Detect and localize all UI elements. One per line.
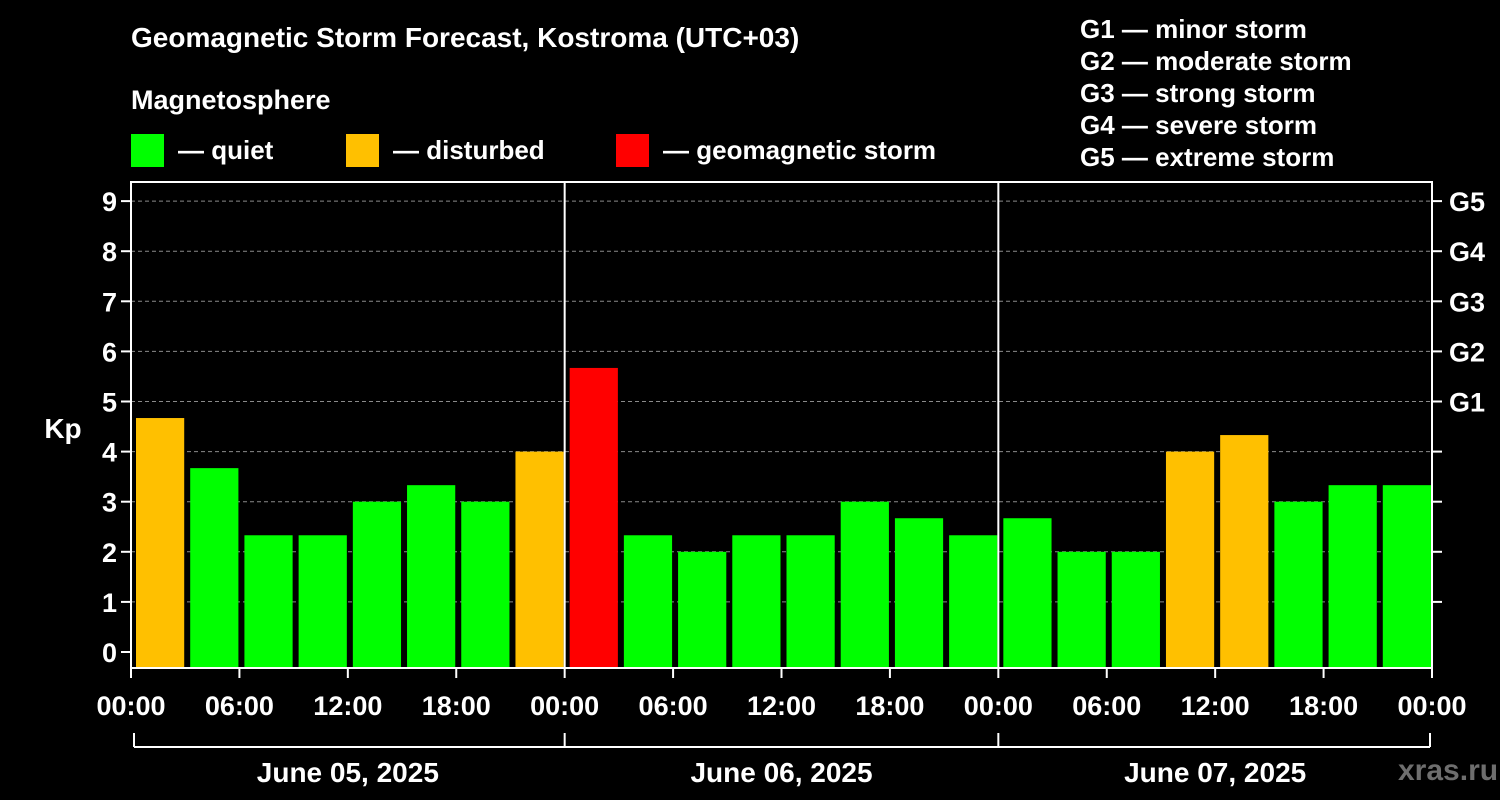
y-tick-label-9: 9 — [102, 187, 117, 217]
g-tick-label-1: G2 — [1449, 337, 1485, 367]
bar-6 — [461, 501, 510, 668]
legend-item-quiet: — quiet — [131, 133, 273, 167]
legend-item-storm: — geomagnetic storm — [616, 133, 936, 167]
x-tick-label-9: 06:00 — [1072, 691, 1141, 721]
g-legend-g2: G2 — moderate storm — [1080, 46, 1352, 76]
legend-item-disturbed: — disturbed — [346, 133, 545, 167]
bar-4 — [352, 501, 402, 668]
y-tick-label-1: 1 — [102, 588, 117, 618]
legend-swatch-disturbed — [346, 133, 379, 167]
y-axis-label: Kp — [44, 413, 81, 444]
x-tick-label-5: 06:00 — [639, 691, 708, 721]
y-tick-label-2: 2 — [102, 538, 117, 568]
site-watermark: xras.ru — [1398, 754, 1499, 787]
y-tick-label-7: 7 — [102, 287, 117, 317]
g-tick-label-0: G1 — [1449, 388, 1485, 418]
x-tick-label-11: 18:00 — [1289, 691, 1358, 721]
g-tick-label-4: G5 — [1449, 187, 1485, 217]
bar-11 — [732, 535, 781, 668]
bar-12 — [786, 535, 835, 668]
legend-swatch-storm — [616, 133, 649, 167]
x-tick-label-2: 12:00 — [313, 691, 382, 721]
g-legend-g1: G1 — minor storm — [1080, 14, 1307, 44]
x-tick-label-10: 12:00 — [1181, 691, 1250, 721]
legend-heading: Magnetosphere — [131, 85, 331, 115]
x-tick-label-3: 18:00 — [422, 691, 491, 721]
legend-swatch-quiet — [131, 133, 164, 167]
bar-15 — [949, 535, 998, 668]
bar-23 — [1382, 485, 1431, 668]
bar-22 — [1328, 485, 1377, 668]
bar-14 — [894, 518, 944, 668]
g-scale-legend: G1 — minor storm G2 — moderate storm G3 … — [1080, 13, 1352, 173]
day-label-2: June 07, 2025 — [1124, 757, 1306, 788]
legend-label-quiet: — quiet — [178, 134, 274, 165]
day-label-0: June 05, 2025 — [257, 757, 439, 788]
bar-3 — [298, 535, 347, 668]
y-tick-label-8: 8 — [102, 237, 117, 267]
x-tick-label-4: 00:00 — [530, 691, 599, 721]
x-tick-label-6: 12:00 — [747, 691, 816, 721]
bar-13 — [840, 501, 889, 668]
bar-1 — [190, 468, 239, 668]
bar-17 — [1057, 551, 1106, 668]
y-tick-label-4: 4 — [102, 438, 117, 468]
g-legend-g3: G3 — strong storm — [1080, 78, 1316, 108]
legend-label-disturbed: — disturbed — [393, 134, 545, 165]
x-tick-label-12: 00:00 — [1397, 691, 1466, 721]
bar-10 — [678, 551, 727, 668]
day-label-1: June 06, 2025 — [690, 757, 872, 788]
legend-label-storm: — geomagnetic storm — [663, 134, 937, 165]
bar-16 — [1003, 518, 1052, 668]
bar-2 — [244, 535, 293, 668]
y-tick-label-3: 3 — [102, 488, 117, 518]
bar-8 — [569, 367, 618, 668]
x-tick-label-7: 18:00 — [855, 691, 924, 721]
bar-21 — [1274, 501, 1323, 668]
y-tick-label-6: 6 — [102, 337, 117, 367]
bar-18 — [1111, 551, 1160, 668]
bar-0 — [136, 418, 185, 668]
x-tick-label-8: 00:00 — [964, 691, 1033, 721]
y-tick-label-5: 5 — [102, 388, 117, 418]
g-tick-label-2: G3 — [1449, 287, 1485, 317]
x-tick-label-1: 06:00 — [205, 691, 274, 721]
g-tick-label-3: G4 — [1449, 237, 1485, 267]
y-tick-label-0: 0 — [102, 638, 117, 668]
bar-19 — [1165, 451, 1215, 668]
bar-5 — [407, 485, 456, 668]
x-tick-label-0: 00:00 — [96, 691, 165, 721]
chart-title: Geomagnetic Storm Forecast, Kostroma (UT… — [131, 22, 800, 53]
bar-20 — [1220, 435, 1269, 668]
g-legend-g4: G4 — severe storm — [1080, 110, 1318, 140]
g-legend-g5: G5 — extreme storm — [1080, 142, 1335, 172]
bar-7 — [515, 451, 564, 668]
bar-9 — [623, 535, 673, 668]
